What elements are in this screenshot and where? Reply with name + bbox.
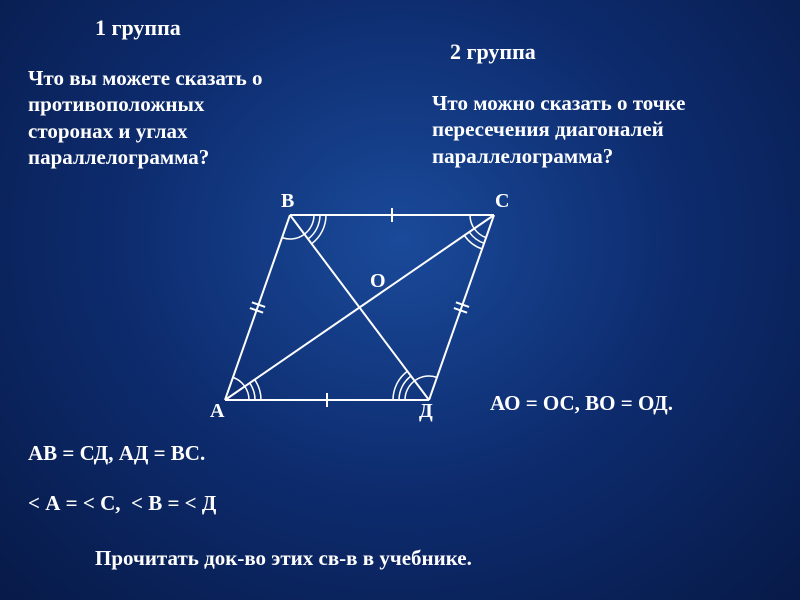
footer-text: Прочитать док-во этих св-в в учебнике. — [95, 545, 472, 571]
vertex-d-label: Д — [419, 400, 433, 423]
group1-answer-line1: АВ = СД, АД = ВС. — [28, 440, 205, 466]
group2-answer: АО = ОС, ВО = ОД. — [490, 390, 673, 416]
vertex-b-label: В — [281, 190, 294, 213]
vertex-c-label: С — [495, 190, 509, 213]
vertex-a-label: А — [210, 400, 224, 423]
center-o-label: О — [370, 270, 386, 293]
group1-answer-line2: < А = < С, < В = < Д — [28, 490, 216, 516]
